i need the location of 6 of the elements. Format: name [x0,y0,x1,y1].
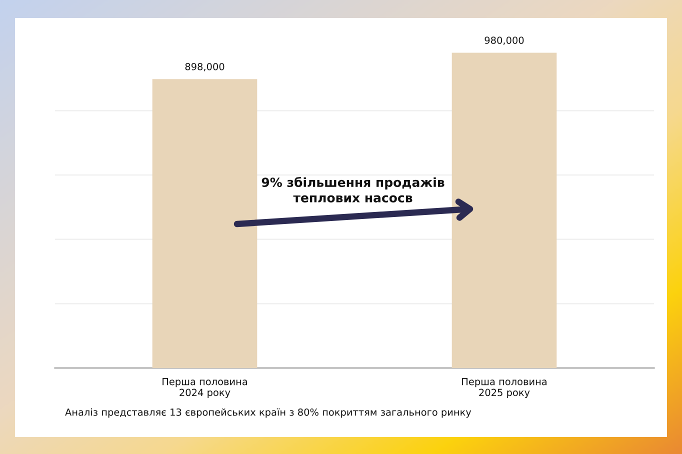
data-label: 980,000 [484,36,524,45]
x-tick-label: Перша половина 2025 року [462,378,546,398]
x-tick-label: Перша половина 2024 року [162,378,247,398]
annotation: 9% збільшення продажів теплових насосв [262,176,444,202]
data-label: 898,000 [185,62,224,72]
text: Аналіз представляє 13 європейських країн з 80% покриттям загального ринку [65,408,472,418]
